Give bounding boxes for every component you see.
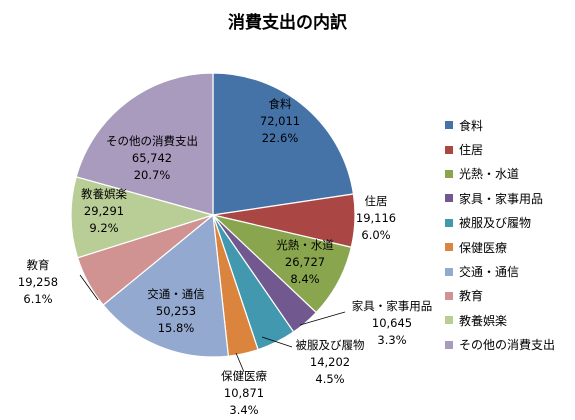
label-category: 教育 xyxy=(27,258,50,272)
data-label-5: 保健医療 10,871 3.4% xyxy=(221,369,267,417)
pie-slices xyxy=(70,72,356,358)
data-label-4: 被服及び履物 14,202 4.5% xyxy=(296,338,365,386)
chart-title: 消費支出の内訳 xyxy=(228,13,347,33)
pie-slice-8 xyxy=(70,176,216,259)
leader-line-5 xyxy=(235,352,245,373)
label-category: 光熱・水道 xyxy=(276,238,334,252)
legend-item-5: 保健医療 xyxy=(445,235,555,259)
leader-line-4 xyxy=(261,336,293,348)
legend-label: 教養娯楽 xyxy=(459,313,508,328)
legend-label: 被服及び履物 xyxy=(459,216,532,231)
legend-label: 交通・通信 xyxy=(459,265,520,280)
label-percent: 6.0% xyxy=(361,228,390,242)
data-label-8: 教養娯楽 29,291 9.2% xyxy=(81,187,127,235)
legend-item-8: 教養娯楽 xyxy=(445,308,555,332)
label-category: 交通・通信 xyxy=(147,287,205,301)
label-value: 10,645 xyxy=(372,316,412,330)
data-label-3: 家具・家事用品 10,645 3.3% xyxy=(352,299,433,347)
legend-item-2: 光熱・水道 xyxy=(445,162,555,186)
label-percent: 6.1% xyxy=(23,292,52,306)
label-category: 保健医療 xyxy=(221,369,267,383)
label-category: 住居 xyxy=(365,194,388,208)
pie-slice-6 xyxy=(102,213,230,358)
label-value: 50,253 xyxy=(156,304,196,318)
pie-slice-0 xyxy=(212,72,355,216)
data-label-2: 光熱・水道 26,727 8.4% xyxy=(276,238,334,286)
legend-label: 教育 xyxy=(459,289,484,304)
legend-label: 住居 xyxy=(459,143,484,158)
legend-item-3: 家具・家事用品 xyxy=(445,186,555,210)
label-value: 14,202 xyxy=(310,355,350,369)
label-category: 被服及び履物 xyxy=(296,338,365,352)
label-percent: 9.2% xyxy=(89,221,118,235)
legend-item-1: 住居 xyxy=(445,137,555,161)
label-percent: 8.4% xyxy=(290,272,319,286)
legend-item-4: 被服及び履物 xyxy=(445,211,555,235)
legend: 食料住居光熱・水道家具・家事用品 被服及び履物 保健医療交通・通信教育教養娯楽その他… xyxy=(445,113,555,357)
data-label-9: その他の消費支出 65,742 20.7% xyxy=(106,134,198,182)
legend-label: その他の消費支出 xyxy=(459,338,556,353)
label-percent: 3.3% xyxy=(377,333,406,347)
legend-label: 食料 xyxy=(459,118,484,133)
pie-slice-9 xyxy=(75,72,214,216)
data-label-1: 住居 19,116 6.0% xyxy=(356,194,396,242)
label-value: 19,116 xyxy=(356,211,396,225)
label-value: 29,291 xyxy=(84,204,124,218)
label-value: 65,742 xyxy=(132,151,172,165)
label-category: 教養娯楽 xyxy=(81,187,127,201)
legend-label: 光熱・水道 xyxy=(459,167,520,182)
label-category: その他の消費支出 xyxy=(106,134,198,148)
legend-item-6: 交通・通信 xyxy=(445,259,555,283)
label-percent: 22.6% xyxy=(262,131,299,145)
leader-line-3 xyxy=(299,311,346,326)
legend-swatch xyxy=(445,169,453,178)
legend-swatch xyxy=(445,194,453,203)
data-labels: 食料 72,011 22.6% 住居 19,116 6.0% 光熱・水道 26,727 8.4%… xyxy=(18,97,432,417)
legend-swatch xyxy=(445,243,453,252)
legend-label: 家具・家事用品 xyxy=(459,191,544,206)
label-value: 10,871 xyxy=(224,386,264,400)
legend-swatch xyxy=(445,267,453,276)
legend-swatch xyxy=(445,316,453,325)
label-percent: 15.8% xyxy=(158,321,195,335)
legend-swatch xyxy=(445,291,453,300)
label-percent: 4.5% xyxy=(315,372,344,386)
legend-label: 保健医療 xyxy=(459,240,508,255)
label-value: 19,258 xyxy=(18,275,58,289)
legend-swatch xyxy=(445,218,453,227)
label-category: 家具・家事用品 xyxy=(352,299,433,313)
legend-swatch xyxy=(445,121,453,130)
legend-item-0: 食料 xyxy=(445,113,555,137)
legend-item-7: 教育 xyxy=(445,284,555,308)
leader-line-7 xyxy=(79,274,99,301)
leader-lines xyxy=(79,274,346,373)
data-label-6: 交通・通信 50,253 15.8% xyxy=(147,287,205,335)
legend-swatch xyxy=(445,340,453,349)
label-value: 72,011 xyxy=(260,114,300,128)
legend-item-9: その他の消費支出 xyxy=(445,333,555,357)
label-value: 26,727 xyxy=(285,255,325,269)
data-label-0: 食料 72,011 22.6% xyxy=(260,97,300,145)
legend-swatch xyxy=(445,145,453,154)
label-category: 食料 xyxy=(269,97,292,111)
data-label-7: 教育 19,258 6.1% xyxy=(18,258,58,306)
label-percent: 3.4% xyxy=(229,403,258,417)
label-percent: 20.7% xyxy=(134,168,171,182)
